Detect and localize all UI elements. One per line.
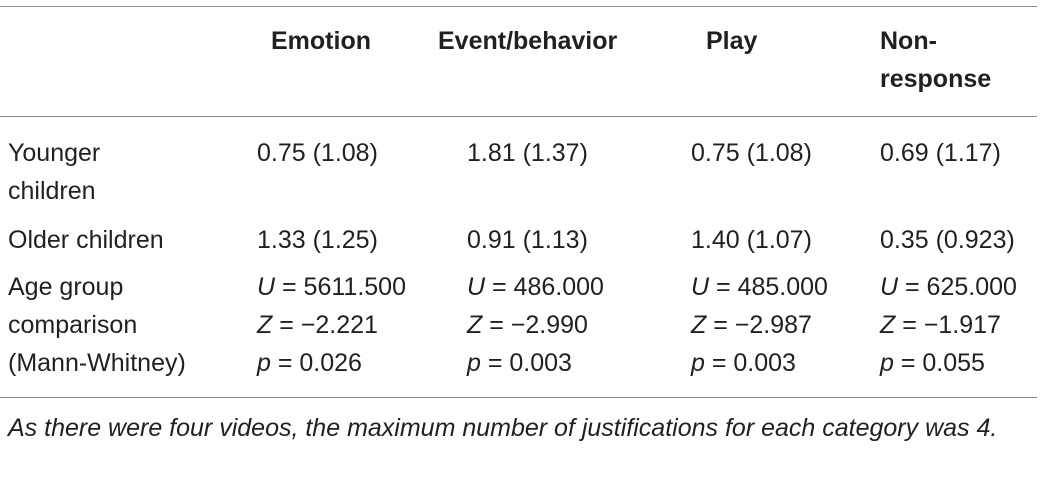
cell-younger-play: 0.75 (1.08) — [691, 139, 812, 167]
cell-comparison-play: U = 485.000 Z = −2.987 p = 0.003 — [691, 268, 828, 382]
table-top-rule — [0, 6, 1037, 7]
cell-older-emotion: 1.33 (1.25) — [257, 226, 378, 254]
p-symbol: p — [880, 349, 894, 377]
p-value: = 0.003 — [704, 349, 796, 377]
stat-u: U = 625.000 — [880, 268, 1017, 306]
z-symbol: Z — [691, 311, 707, 339]
row-label-comparison-line3: (Mann-Whitney) — [8, 349, 186, 377]
cell-older-non-response: 0.35 (0.923) — [880, 226, 1015, 254]
u-symbol: U — [257, 273, 276, 301]
header-bottom-rule — [0, 116, 1037, 117]
row-label-younger: Younger children — [8, 134, 100, 210]
stat-u: U = 5611.500 — [257, 268, 406, 306]
z-symbol: Z — [467, 311, 483, 339]
u-symbol: U — [880, 273, 899, 301]
p-symbol: p — [691, 349, 705, 377]
u-value: = 485.000 — [709, 273, 828, 301]
cell-older-play: 1.40 (1.07) — [691, 226, 812, 254]
z-symbol: Z — [257, 311, 273, 339]
p-value: = 0.055 — [893, 349, 985, 377]
p-symbol: p — [467, 349, 481, 377]
u-symbol: U — [467, 273, 486, 301]
z-symbol: Z — [880, 311, 896, 339]
u-symbol: U — [691, 273, 710, 301]
z-value: = −2.221 — [272, 311, 378, 339]
cell-comparison-non-response: U = 625.000 Z = −1.917 p = 0.055 — [880, 268, 1017, 382]
stat-z: Z = −2.990 — [467, 306, 604, 344]
z-value: = −1.917 — [895, 311, 1001, 339]
p-value: = 0.003 — [480, 349, 572, 377]
stat-z: Z = −2.987 — [691, 306, 828, 344]
header-event-behavior: Event/behavior — [438, 27, 618, 55]
stat-u: U = 486.000 — [467, 268, 604, 306]
row-label-comparison: Age group comparison (Mann-Whitney) — [8, 268, 186, 382]
stat-u: U = 485.000 — [691, 268, 828, 306]
u-value: = 486.000 — [485, 273, 604, 301]
header-play: Play — [706, 27, 758, 55]
p-value: = 0.026 — [270, 349, 362, 377]
cell-comparison-event-behavior: U = 486.000 Z = −2.990 p = 0.003 — [467, 268, 604, 382]
stat-z: Z = −2.221 — [257, 306, 406, 344]
header-emotion: Emotion — [271, 27, 371, 55]
z-value: = −2.987 — [706, 311, 812, 339]
row-label-younger-line1: Younger — [8, 139, 101, 167]
stat-z: Z = −1.917 — [880, 306, 1017, 344]
cell-comparison-emotion: U = 5611.500 Z = −2.221 p = 0.026 — [257, 268, 406, 382]
stat-p: p = 0.003 — [691, 344, 828, 382]
stat-p: p = 0.026 — [257, 344, 406, 382]
stat-p: p = 0.003 — [467, 344, 604, 382]
row-label-comparison-line1: Age group — [8, 273, 124, 301]
row-label-comparison-line2: comparison — [8, 311, 138, 339]
p-symbol: p — [257, 349, 271, 377]
u-value: = 625.000 — [898, 273, 1017, 301]
row-label-younger-line2: children — [8, 177, 96, 205]
u-value: = 5611.500 — [275, 273, 406, 301]
z-value: = −2.990 — [482, 311, 588, 339]
stat-p: p = 0.055 — [880, 344, 1017, 382]
cell-older-event-behavior: 0.91 (1.13) — [467, 226, 588, 254]
header-non-response-line1: Non- — [880, 27, 937, 55]
cell-younger-non-response: 0.69 (1.17) — [880, 139, 1001, 167]
cell-younger-emotion: 0.75 (1.08) — [257, 139, 378, 167]
cell-younger-event-behavior: 1.81 (1.37) — [467, 139, 588, 167]
header-non-response-line2: response — [880, 65, 992, 93]
row-label-older: Older children — [8, 226, 164, 254]
header-non-response: Non- response — [880, 22, 991, 98]
table-footnote: As there were four videos, the maximum n… — [8, 414, 998, 442]
table-bottom-rule — [0, 397, 1037, 398]
